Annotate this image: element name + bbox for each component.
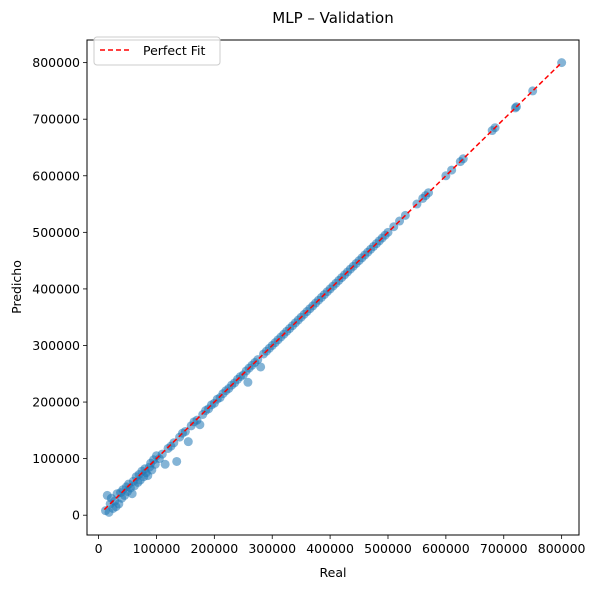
chart-title: MLP – Validation [272, 9, 393, 27]
y-tick-label: 800000 [32, 55, 80, 70]
y-axis: 0 100000 200000 300000 400000 500000 600000 700… [32, 55, 87, 523]
y-tick-label: 0 [72, 508, 80, 523]
x-tick-label: 200000 [190, 541, 238, 556]
x-tick-label: 600000 [422, 541, 470, 556]
legend-label-perfect-fit: Perfect Fit [143, 43, 206, 58]
y-tick-label: 500000 [32, 225, 80, 240]
x-tick-label: 500000 [364, 541, 412, 556]
y-tick-label: 200000 [32, 395, 80, 410]
plot-frame [86, 39, 580, 536]
scatter-point [180, 426, 190, 436]
scatter-point [127, 489, 137, 499]
x-tick-label: 300000 [248, 541, 296, 556]
scatter-point [157, 449, 167, 459]
y-tick-label: 600000 [32, 168, 80, 183]
perfect-fit-line [103, 62, 563, 511]
scatter-point [172, 456, 182, 466]
scatter-point [243, 377, 253, 387]
y-tick-label: 700000 [32, 112, 80, 127]
x-tick-label: 800000 [538, 541, 586, 556]
y-axis-label: Predicho [9, 260, 24, 314]
x-tick-label: 0 [95, 541, 103, 556]
scatter-point [169, 438, 179, 448]
scatter-point [195, 420, 205, 430]
scatter-point [256, 362, 266, 372]
legend: Perfect Fit [93, 36, 221, 66]
plot-area [101, 58, 567, 517]
y-tick-label: 300000 [32, 338, 80, 353]
legend-box [93, 36, 221, 66]
scatter-point [183, 437, 193, 447]
x-tick-label: 400000 [306, 541, 354, 556]
y-tick-label: 400000 [32, 281, 80, 296]
y-tick-label: 100000 [32, 451, 80, 466]
x-axis: 0 100000 200000 300000 400000 500000 600000 700… [95, 535, 586, 556]
x-tick-label: 100000 [133, 541, 181, 556]
x-axis-label: Real [320, 565, 347, 580]
x-tick-label: 700000 [480, 541, 528, 556]
scatter-point [160, 459, 170, 469]
